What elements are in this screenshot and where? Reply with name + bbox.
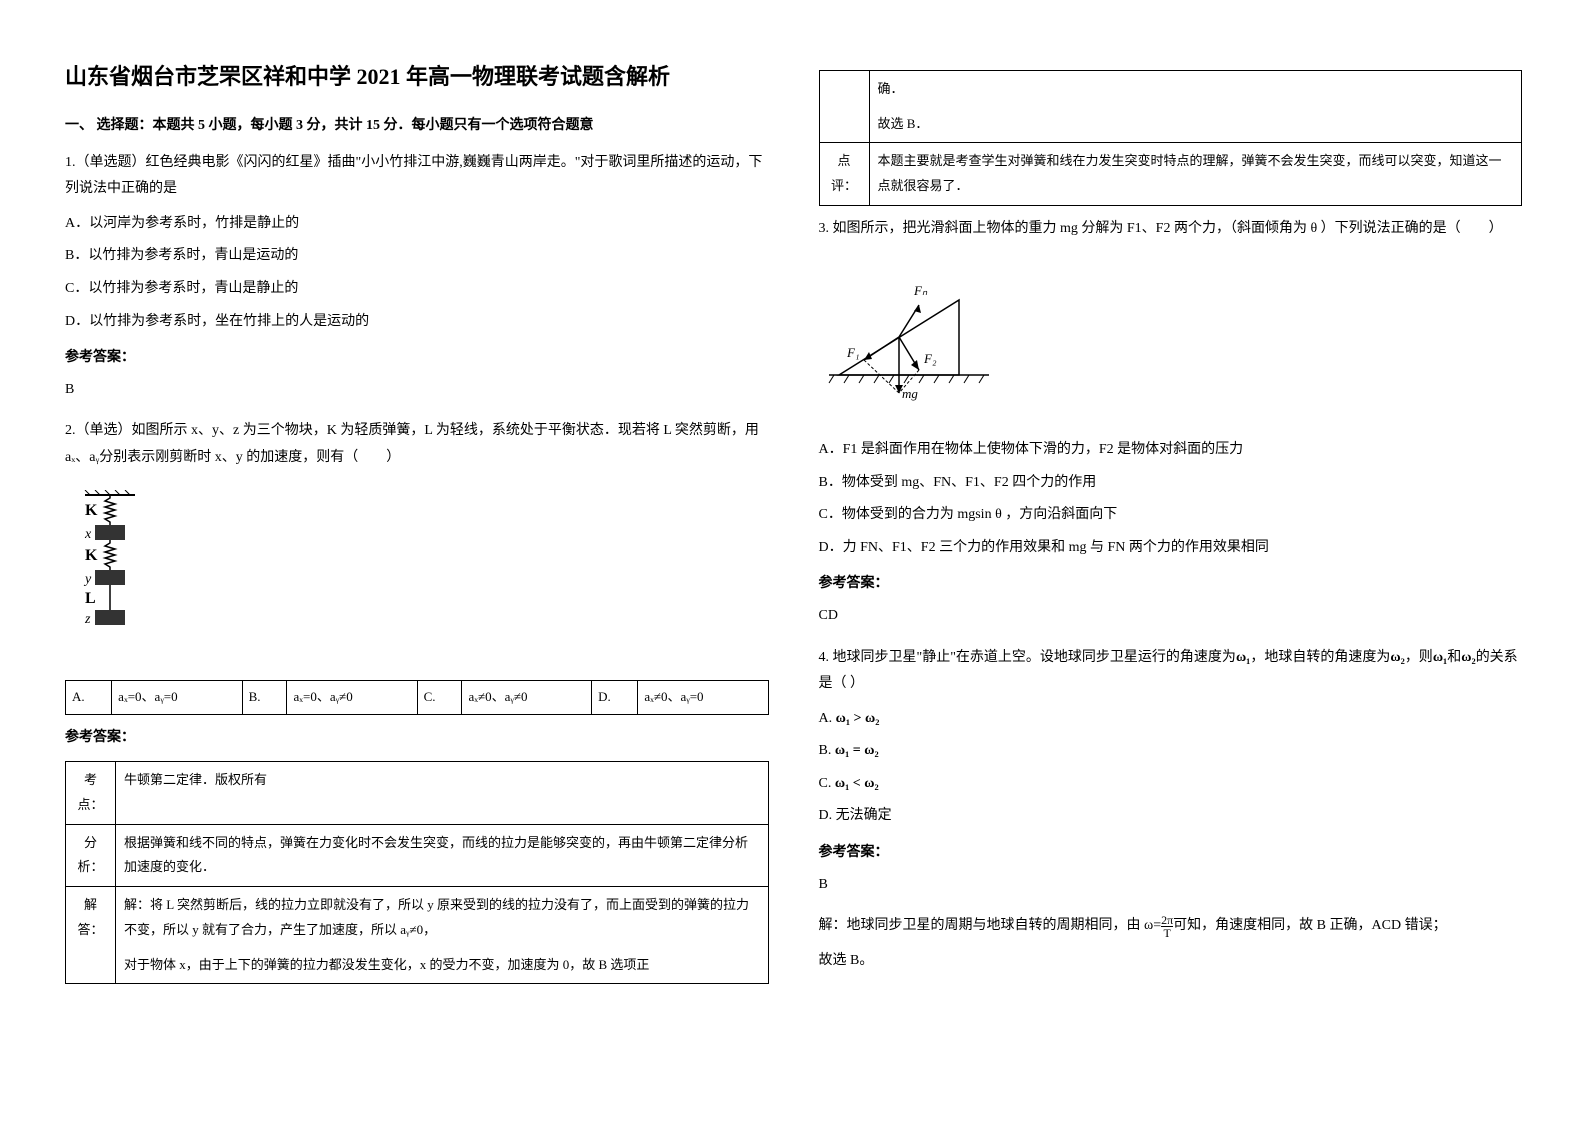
q3-answer: CD bbox=[819, 603, 1523, 630]
section-1-header: 一、 选择题：本题共 5 小题，每小题 3 分，共计 15 分．每小题只有一个选… bbox=[65, 113, 769, 140]
fenxi-label: 分析： bbox=[66, 824, 116, 886]
q3-answer-label: 参考答案： bbox=[819, 571, 1523, 598]
q4-text-1: 4. 地球同步卫星"静止"在赤道上空。设地球同步卫星运行的角速度为 bbox=[819, 650, 1236, 665]
left-column: 山东省烟台市芝罘区祥和中学 2021 年高一物理联考试题含解析 一、 选择题：本… bbox=[40, 60, 794, 1082]
kaodian-label: 考点： bbox=[66, 762, 116, 824]
dianping-label: 点评： bbox=[819, 143, 869, 205]
q1-answer: B bbox=[65, 377, 769, 404]
q4-solution: 解：地球同步卫星的周期与地球自转的周期相同，由 ω=2πT可知，角速度相同，故 … bbox=[819, 913, 1523, 940]
jieda-label: 解答： bbox=[66, 887, 116, 984]
fenxi-content: 根据弹簧和线不同的特点，弹簧在力变化时不会发生突变，而线的拉力是能够突变的，再由… bbox=[116, 824, 769, 886]
q2-answer-label: 参考答案： bbox=[65, 725, 769, 752]
q4-sol-1: 解：地球同步卫星的周期与地球自转的周期相同，由 ω= bbox=[819, 918, 1162, 933]
q4-option-b: B. ω₁ = ω₂ bbox=[819, 738, 1523, 765]
q1-option-d: D．以竹排为参考系时，坐在竹排上的人是运动的 bbox=[65, 309, 769, 336]
q4-answer: B bbox=[819, 872, 1523, 899]
q2-opt-d-label: D. bbox=[592, 681, 638, 715]
q2-opt-b: aₓ=0、aᵧ≠0 bbox=[287, 681, 417, 715]
svg-text:L: L bbox=[85, 590, 96, 607]
q4-answer-label: 参考答案： bbox=[819, 840, 1523, 867]
q4-opt-b-val: ω₁ = ω₂ bbox=[835, 743, 879, 758]
q3-option-d: D．力 FN、F1、F2 三个力的作用效果和 mg 与 FN 两个力的作用效果相… bbox=[819, 535, 1523, 562]
q2-opt-a: aₓ=0、aᵧ=0 bbox=[112, 681, 242, 715]
svg-text:mg: mg bbox=[902, 386, 918, 401]
q4-omega1-b: ω₁ bbox=[1433, 650, 1447, 665]
q2-diagram: K x K y L z bbox=[65, 490, 165, 650]
q4-opt-a-label: A. bbox=[819, 711, 833, 726]
q1-text: 1.（单选题）红色经典电影《闪闪的红星》插曲"小小竹排江中游,巍巍青山两岸走。"… bbox=[65, 150, 769, 203]
q2-opt-b-label: B. bbox=[242, 681, 287, 715]
jieda-cont-label bbox=[819, 71, 869, 143]
q4-omega2-b: ω₂ bbox=[1461, 650, 1475, 665]
q4-omega2: ω₂ bbox=[1390, 650, 1404, 665]
q1-option-c: C．以竹排为参考系时，青山是静止的 bbox=[65, 276, 769, 303]
jieda-line3: 确． bbox=[878, 77, 1514, 102]
svg-text:K: K bbox=[85, 502, 98, 519]
q3-option-b: B．物体受到 mg、FN、F1、F2 四个力的作用 bbox=[819, 470, 1523, 497]
q2-text: 2.（单选）如图所示 x、y、z 为三个物块，K 为轻质弹簧，L 为轻线，系统处… bbox=[65, 418, 769, 471]
right-column: 确． 故选 B． 点评： 本题主要就是考查学生对弹簧和线在力发生突变时特点的理解… bbox=[794, 60, 1548, 1082]
q4-opt-a-val: ω₁ > ω₂ bbox=[836, 711, 880, 726]
q4-text: 4. 地球同步卫星"静止"在赤道上空。设地球同步卫星运行的角速度为ω₁，地球自转… bbox=[819, 645, 1523, 698]
svg-text:y: y bbox=[83, 572, 92, 587]
document-title: 山东省烟台市芝罘区祥和中学 2021 年高一物理联考试题含解析 bbox=[65, 60, 769, 93]
q4-option-a: A. ω₁ > ω₂ bbox=[819, 706, 1523, 733]
q1-answer-label: 参考答案： bbox=[65, 345, 769, 372]
frac-bottom: T bbox=[1161, 927, 1173, 939]
q4-omega1: ω₁ bbox=[1236, 650, 1250, 665]
q3-text: 3. 如图所示，把光滑斜面上物体的重力 mg 分解为 F1、F2 两个力，（斜面… bbox=[819, 216, 1523, 243]
q4-text-2: ，地球自转的角速度为 bbox=[1250, 650, 1390, 665]
q2-opt-c: aₓ≠0、aᵧ≠0 bbox=[462, 681, 592, 715]
kaodian-content: 牛顿第二定律．版权所有 bbox=[116, 762, 769, 824]
svg-text:K: K bbox=[85, 547, 98, 564]
q4-sol-2: 可知，角速度相同，故 B 正确，ACD 错误； bbox=[1173, 918, 1446, 933]
q4-solution-end: 故选 B。 bbox=[819, 948, 1523, 975]
q1-option-a: A．以河岸为参考系时，竹排是静止的 bbox=[65, 211, 769, 238]
dianping-content: 本题主要就是考查学生对弹簧和线在力发生突变时特点的理解，弹簧不会发生突变，而线可… bbox=[869, 143, 1522, 205]
q2-analysis-table-cont: 确． 故选 B． 点评： 本题主要就是考查学生对弹簧和线在力发生突变时特点的理解… bbox=[819, 70, 1523, 206]
jieda-cont: 确． 故选 B． bbox=[869, 71, 1522, 143]
frac-top: 2π bbox=[1161, 914, 1173, 927]
q1-option-b: B．以竹排为参考系时，青山是运动的 bbox=[65, 243, 769, 270]
q4-opt-b-label: B. bbox=[819, 743, 832, 758]
q3-option-a: A．F1 是斜面作用在物体上使物体下滑的力，F2 是物体对斜面的压力 bbox=[819, 437, 1523, 464]
q4-option-c: C. ω₁ < ω₂ bbox=[819, 771, 1523, 798]
q2-analysis-table: 考点： 牛顿第二定律．版权所有 分析： 根据弹簧和线不同的特点，弹簧在力变化时不… bbox=[65, 761, 769, 984]
q3-diagram: Fₙ F₁ F₂ mg bbox=[819, 265, 999, 405]
q4-fraction: 2πT bbox=[1161, 914, 1173, 939]
q2-opt-a-label: A. bbox=[66, 681, 112, 715]
svg-text:F₂: F₂ bbox=[923, 351, 937, 366]
q4-opt-c-label: C. bbox=[819, 776, 832, 791]
q2-opt-d: aₓ≠0、aᵧ=0 bbox=[638, 681, 768, 715]
q4-option-d: D. 无法确定 bbox=[819, 803, 1523, 830]
svg-text:F₁: F₁ bbox=[846, 345, 859, 360]
svg-text:z: z bbox=[84, 612, 91, 627]
jieda-line1: 解：将 L 突然剪断后，线的拉力立即就没有了，所以 y 原来受到的线的拉力没有了… bbox=[124, 893, 760, 942]
q2-opt-c-label: C. bbox=[417, 681, 462, 715]
q4-text-3: ，则 bbox=[1405, 650, 1433, 665]
svg-text:x: x bbox=[84, 527, 92, 542]
q3-option-c: C．物体受到的合力为 mgsin θ ，方向沿斜面向下 bbox=[819, 502, 1523, 529]
jieda-line4: 故选 B． bbox=[878, 112, 1514, 137]
q2-options-table: A. aₓ=0、aᵧ=0 B. aₓ=0、aᵧ≠0 C. aₓ≠0、aᵧ≠0 D… bbox=[65, 680, 769, 715]
q4-text-4: 和 bbox=[1447, 650, 1461, 665]
jieda-content: 解：将 L 突然剪断后，线的拉力立即就没有了，所以 y 原来受到的线的拉力没有了… bbox=[116, 887, 769, 984]
svg-text:Fₙ: Fₙ bbox=[913, 283, 928, 298]
jieda-line2: 对于物体 x，由于上下的弹簧的拉力都没发生变化，x 的受力不变，加速度为 0，故… bbox=[124, 953, 760, 978]
q4-opt-c-val: ω₁ < ω₂ bbox=[835, 776, 879, 791]
